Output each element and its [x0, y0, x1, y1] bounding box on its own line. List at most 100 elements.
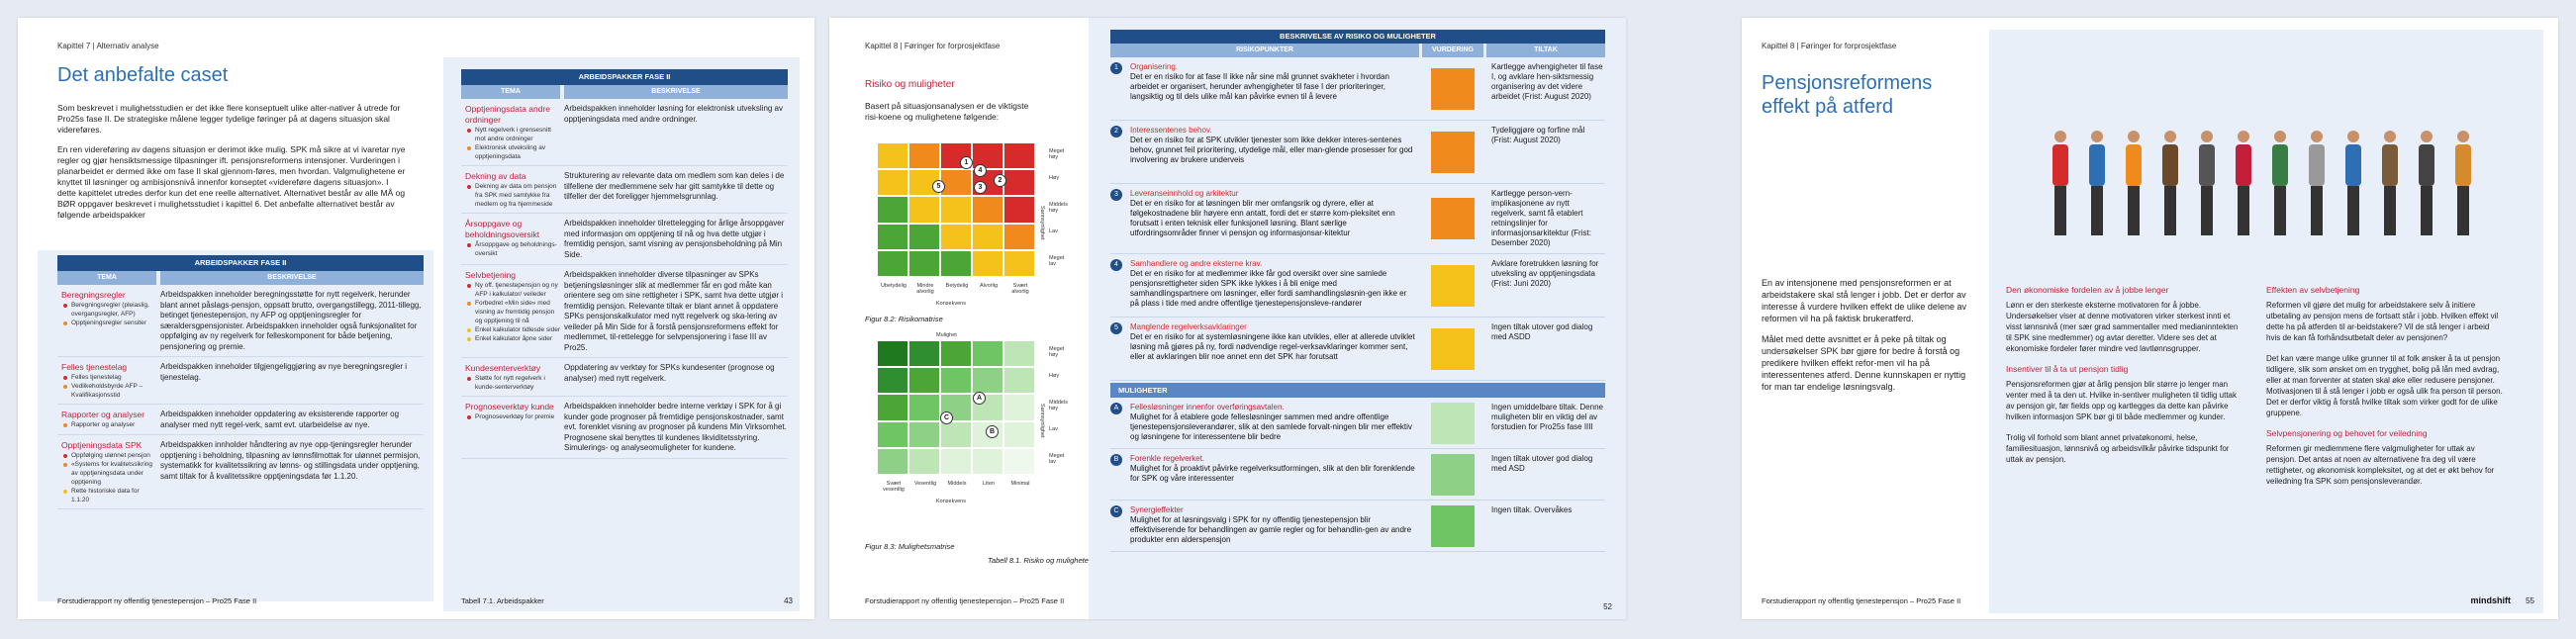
- risk-row: 3 Leveranseinnhold og arkitektur Det er en…: [1110, 184, 1605, 254]
- evaluation-cell: [1422, 449, 1483, 500]
- column-text: Trolig vil forhold som blant annet priva…: [2006, 433, 2230, 464]
- sub-item: Felles tjenestelag: [61, 373, 156, 382]
- risk-table: BESKRIVELSE AV RISIKO OG MULIGHETER RISI…: [1110, 30, 1605, 552]
- table-row: Felles tjenestelag Felles tjenestelag Vedl…: [57, 357, 424, 405]
- tema-label: Prognoseverktøy kunde: [465, 402, 554, 411]
- table-row: Kundesenterverktøy Støtte for nytt regelv…: [461, 358, 788, 397]
- row-number: 2: [1110, 126, 1122, 137]
- risk-row: 4 Samhandlere og andre eksterne krav. Det …: [1110, 254, 1605, 318]
- sub-item: Støtte for nytt regelverk i kunde-senter…: [465, 374, 560, 392]
- footer: Forstudierapport ny offentlig tjenestepe…: [57, 596, 257, 605]
- evaluation-swatch: [1431, 402, 1475, 444]
- table-row: Beregningsregler Beregningsregler (pleias…: [57, 285, 424, 357]
- column-heading: Effekten av selvbetjening: [2266, 285, 2360, 295]
- risk-cell: 2 Interessentenes behov. Det er en risiko …: [1110, 121, 1419, 183]
- risk-text: Fellesløsninger innenfor overføringsavta…: [1130, 403, 1415, 444]
- risk-text: Manglende regelverksavklaringer Det er en…: [1130, 322, 1415, 376]
- risk-y-tick: Lav: [1049, 228, 1058, 234]
- risk-row: 2 Interessentenes behov. Det er en risiko …: [1110, 121, 1605, 184]
- risk-y-tick: Meget høy: [1049, 148, 1065, 160]
- page-55: Kapittel 8 | Føringer for forprosjektfas…: [1742, 18, 2558, 619]
- title-line-1: Pensjonsreformens: [1762, 72, 1933, 94]
- opp-y-tick: Høy: [1049, 373, 1060, 379]
- footer: Forstudierapport ny offentlig tjenestepe…: [1762, 596, 1961, 605]
- risk-row: B Forenkle regelverket. Mulighet for å pro…: [1110, 449, 1605, 501]
- right-panel-bg: [1989, 30, 2543, 613]
- intro-paragraph-1: Som beskrevet i mulighetsstudien er det …: [57, 103, 401, 135]
- evaluation-cell: [1422, 398, 1483, 448]
- tema-label: Årsoppgave og beholdningsoversikt: [465, 219, 540, 239]
- person-figure: [2199, 131, 2215, 235]
- risk-text: Forenkle regelverket. Mulighet for å proa…: [1130, 454, 1415, 496]
- person-figure: [2089, 131, 2105, 235]
- sub-item: Enkel kalkulator åpne sider: [465, 334, 560, 343]
- intro-paragraph-2: Målet med dette avsnittet er å peke på t…: [1762, 334, 1966, 392]
- risk-marker: 3: [974, 181, 987, 194]
- risk-description: Det er en risiko for at medlemmer ikke f…: [1130, 269, 1407, 308]
- table-subheader: TEMA BESKRIVELSE: [461, 85, 788, 99]
- row-number: 3: [1110, 189, 1122, 201]
- tiltak-cell: Tydeliggjøre og forfine mål (Frist: Augu…: [1491, 126, 1585, 144]
- sub-item: Ny off. tjenestepensjon og ny AFP i kalk…: [465, 281, 560, 299]
- risk-x-tick: Svært alvorlig: [1011, 283, 1029, 295]
- description-cell: Arbeidspakken innholder håndtering av ny…: [160, 440, 421, 481]
- table-caption: Tabell 7.1. Arbeidspakker: [461, 596, 544, 605]
- risk-text: Organisering. Det er en risiko for at fas…: [1130, 62, 1415, 116]
- page-number: 43: [784, 596, 793, 605]
- tema-cell: Årsoppgave og beholdningsoversikt Årsoppg…: [461, 219, 560, 260]
- col-tema: TEMA: [461, 85, 560, 99]
- risk-x-tick: Betydelig: [945, 283, 969, 289]
- table-caption: Tabell 8.1. Risiko og muligheter: [988, 556, 1092, 565]
- risk-text: Leveranseinnhold og arkitektur Det er en …: [1130, 189, 1415, 249]
- risk-y-tick: Meget lav: [1049, 255, 1065, 267]
- row-number: C: [1110, 505, 1122, 517]
- evaluation-swatch: [1431, 504, 1475, 547]
- description-cell: Arbeidspakken inneholder bedre interne v…: [564, 402, 787, 452]
- work-package-table-right: ARBEIDSPAKKER FASE II TEMA BESKRIVELSE O…: [461, 69, 788, 459]
- opp-x-tick: Liten: [983, 481, 995, 487]
- table-title: BESKRIVELSE AV RISIKO OG MULIGHETER: [1110, 30, 1605, 44]
- chapter-header: Kapittel 7 | Alternativ analyse: [57, 42, 159, 50]
- risk-description: Mulighet for å proaktivt påvirke regelve…: [1130, 464, 1415, 483]
- intro-paragraph-2: En ren videreføring av dagens situasjon …: [57, 144, 406, 220]
- risk-y-tick: Høy: [1049, 175, 1060, 181]
- sub-item: Enkel kalkulator tidlesde sider: [465, 325, 560, 334]
- risk-rows: 1 Organisering. Det er en risiko for at fa…: [1110, 57, 1605, 381]
- column-heading: Selvpensjonering og behovet for veiledni…: [2266, 428, 2428, 438]
- risk-marker: 5: [932, 180, 945, 193]
- chapter-header: Kapittel 8 | Føringer for forprosjektfas…: [1762, 42, 1897, 50]
- tema-label: Felles tjenestelag: [61, 362, 128, 372]
- tema-cell: Felles tjenestelag Felles tjenestelag Vedl…: [57, 362, 156, 400]
- column-text: Pensjonsreformen gjør at årlig pensjon b…: [2006, 380, 2238, 421]
- table-row: Selvbetjening Ny off. tjenestepensjon og …: [461, 265, 788, 358]
- tiltak-cell: Ingen tiltak utover god dialog med ASDD: [1491, 322, 1593, 341]
- description-cell: Arbeidspakken inneholder tilrettelegging…: [564, 219, 785, 259]
- row-number: 4: [1110, 259, 1122, 271]
- right-table-bg: [443, 57, 800, 611]
- page-title: Det anbefalte caset: [57, 64, 229, 86]
- risk-cell: B Forenkle regelverket. Mulighet for å pro…: [1110, 449, 1419, 500]
- risk-x-tick: Ubetydelig: [881, 283, 906, 289]
- risk-title: Leveranseinnhold og arkitektur: [1130, 189, 1239, 198]
- risk-description: Det er en risiko for at SPK utvikler tje…: [1130, 136, 1413, 164]
- sub-item: «Systems for kvalitetssikring av opptjen…: [61, 460, 156, 487]
- risk-matrix: [877, 142, 1035, 277]
- tema-cell: Selvbetjening Ny off. tjenestepensjon og …: [461, 270, 560, 353]
- risk-description: Det er en risiko for at løsningen blir m…: [1130, 199, 1395, 237]
- tema-label: Dekning av data: [465, 171, 526, 181]
- risk-title: Synergieffekter: [1130, 505, 1184, 514]
- risk-title: Fellesløsninger innenfor overføringsavta…: [1130, 403, 1285, 411]
- opp-x-tick: Vesentlig: [913, 481, 937, 487]
- table-title: ARBEIDSPAKKER FASE II: [57, 255, 424, 271]
- table-row: Prognoseverktøy kunde Prognoseverktøy for…: [461, 397, 788, 459]
- tema-label: Beregningsregler: [61, 290, 126, 300]
- risk-marker: 2: [994, 174, 1006, 187]
- tema-label: Selvbetjening: [465, 270, 517, 280]
- risk-row: 1 Organisering. Det er en risiko for at fa…: [1110, 57, 1605, 121]
- row-number: A: [1110, 403, 1122, 414]
- text-block: Effekten av selvbetjening Reformen vil gj…: [2266, 285, 2504, 343]
- page-43: Kapittel 7 | Alternativ analyse Det anbe…: [18, 18, 814, 619]
- risk-y-label: Sannsynlighet: [1039, 206, 1045, 240]
- opp-y-tick: Middels høy: [1049, 400, 1068, 411]
- person-figure: [2162, 131, 2178, 235]
